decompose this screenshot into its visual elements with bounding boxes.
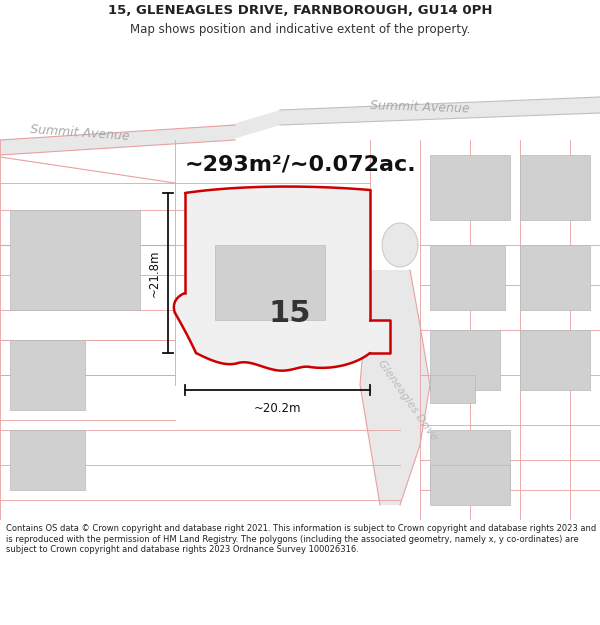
Bar	[215, 245, 325, 320]
Bar	[520, 155, 590, 220]
Bar	[430, 465, 510, 505]
Bar	[430, 155, 510, 220]
Bar	[430, 375, 475, 403]
Bar	[520, 245, 590, 310]
Bar	[10, 210, 140, 310]
Polygon shape	[230, 110, 280, 140]
Text: Summit Avenue: Summit Avenue	[370, 99, 470, 115]
Text: Gleneagles Drive: Gleneagles Drive	[376, 358, 440, 442]
Bar	[10, 340, 85, 410]
Polygon shape	[360, 270, 430, 505]
Text: ~293m²/~0.072ac.: ~293m²/~0.072ac.	[184, 155, 416, 175]
Polygon shape	[382, 223, 418, 267]
Bar	[430, 330, 500, 390]
Polygon shape	[280, 97, 600, 125]
Bar	[215, 245, 325, 320]
Text: 15, GLENEAGLES DRIVE, FARNBOROUGH, GU14 0PH: 15, GLENEAGLES DRIVE, FARNBOROUGH, GU14 …	[108, 4, 492, 18]
Text: Summit Avenue: Summit Avenue	[30, 123, 130, 143]
Text: Contains OS data © Crown copyright and database right 2021. This information is : Contains OS data © Crown copyright and d…	[6, 524, 596, 554]
Bar	[430, 430, 510, 490]
Text: Map shows position and indicative extent of the property.: Map shows position and indicative extent…	[130, 24, 470, 36]
Bar	[10, 430, 85, 490]
Polygon shape	[174, 186, 390, 371]
Text: ~20.2m: ~20.2m	[254, 401, 301, 414]
Bar	[430, 245, 505, 310]
Text: ~21.8m: ~21.8m	[148, 249, 161, 297]
Bar	[520, 330, 590, 390]
Text: 15: 15	[269, 299, 311, 328]
Polygon shape	[0, 125, 235, 155]
